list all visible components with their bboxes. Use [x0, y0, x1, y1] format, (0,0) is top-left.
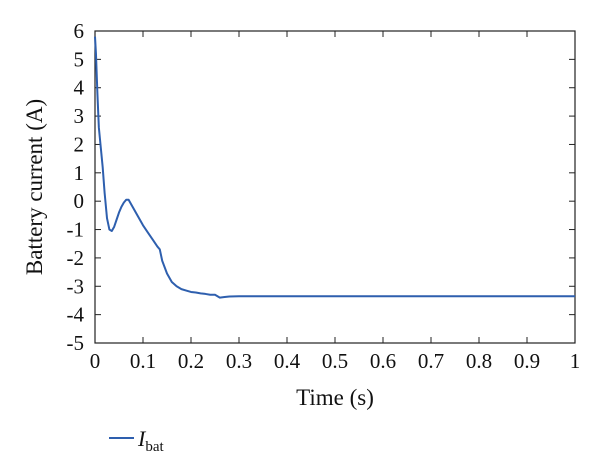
- x-tick-label: 0.3: [226, 349, 252, 373]
- y-tick-label: -4: [67, 303, 85, 327]
- x-tick-label: 1: [570, 349, 581, 373]
- legend-label-main: I: [137, 426, 147, 451]
- y-tick-label: 6: [74, 19, 85, 43]
- x-tick-label: 0: [90, 349, 101, 373]
- y-tick-label: 0: [74, 189, 85, 213]
- x-tick-label: 0.8: [466, 349, 492, 373]
- y-axis-label: Battery current (A): [22, 99, 47, 275]
- x-tick-label: 0.2: [178, 349, 204, 373]
- y-tick-label: 5: [74, 47, 85, 71]
- legend: Ibat: [109, 426, 164, 455]
- x-tick-label: 0.9: [514, 349, 540, 373]
- y-tick-labels: 6 5 4 3 2 1 0 -1 -2 -3 -4 -5: [67, 19, 85, 355]
- y-tick-label: -5: [67, 331, 85, 355]
- y-tick-label: 2: [74, 132, 85, 156]
- x-tick-label: 0.1: [130, 349, 156, 373]
- series-line-ibat: [94, 36, 575, 299]
- y-tick-label: 3: [74, 104, 85, 128]
- y-tick-label: 4: [74, 76, 85, 100]
- x-tick-label: 0.4: [274, 349, 301, 373]
- legend-label: Ibat: [137, 426, 164, 455]
- x-axis-label: Time (s): [296, 385, 374, 410]
- tick-marks: [94, 30, 576, 344]
- y-tick-label: -2: [67, 246, 85, 270]
- x-tick-label: 0.7: [418, 349, 444, 373]
- y-tick-label: -3: [67, 274, 85, 298]
- x-tick-label: 0.5: [322, 349, 348, 373]
- x-tick-label: 0.6: [370, 349, 396, 373]
- y-tick-label: -1: [67, 218, 85, 242]
- legend-label-sub: bat: [145, 439, 164, 455]
- y-tick-label: 1: [74, 161, 85, 185]
- x-tick-labels: 0 0.1 0.2 0.3 0.4 0.5 0.6 0.7 0.8 0.9 1: [90, 349, 581, 373]
